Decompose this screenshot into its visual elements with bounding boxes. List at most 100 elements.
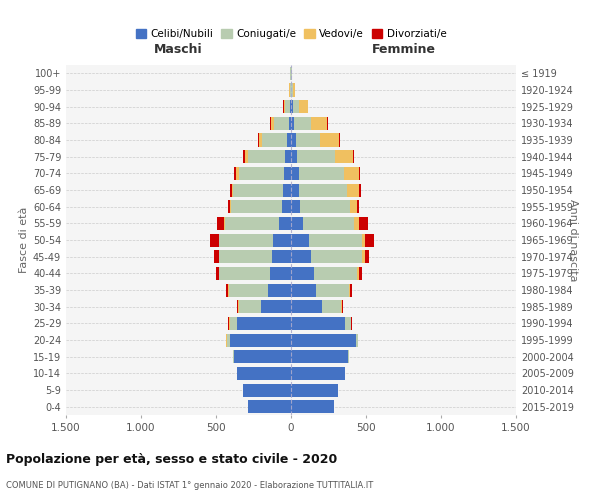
- Bar: [279, 217, 291, 230]
- Bar: [237, 317, 291, 330]
- Bar: [359, 184, 361, 196]
- Bar: [271, 117, 274, 130]
- Bar: [243, 150, 245, 163]
- Bar: [339, 134, 340, 146]
- Bar: [291, 300, 322, 313]
- Bar: [227, 334, 229, 346]
- Bar: [229, 334, 291, 346]
- Bar: [262, 134, 287, 146]
- Bar: [273, 234, 291, 246]
- Bar: [284, 100, 285, 113]
- Text: Popolazione per età, sesso e stato civile - 2020: Popolazione per età, sesso e stato civil…: [6, 452, 337, 466]
- Bar: [294, 117, 311, 130]
- Bar: [291, 167, 299, 180]
- Bar: [226, 284, 229, 296]
- Bar: [227, 200, 230, 213]
- Bar: [257, 134, 259, 146]
- Text: COMUNE DI PUTIGNANO (BA) - Dati ISTAT 1° gennaio 2020 - Elaborazione TUTTITALIA.: COMUNE DI PUTIGNANO (BA) - Dati ISTAT 1°…: [6, 481, 373, 490]
- Bar: [232, 184, 233, 196]
- Bar: [299, 167, 343, 180]
- Bar: [320, 134, 339, 146]
- Bar: [291, 234, 309, 246]
- Bar: [349, 200, 357, 213]
- Bar: [225, 217, 279, 230]
- Bar: [357, 267, 359, 280]
- Bar: [291, 250, 311, 263]
- Bar: [357, 200, 359, 213]
- Bar: [291, 284, 316, 296]
- Bar: [291, 384, 337, 396]
- Bar: [216, 267, 218, 280]
- Bar: [234, 350, 291, 363]
- Bar: [291, 217, 303, 230]
- Bar: [245, 150, 248, 163]
- Bar: [230, 200, 231, 213]
- Bar: [314, 267, 357, 280]
- Bar: [322, 300, 341, 313]
- Bar: [316, 284, 349, 296]
- Bar: [239, 167, 284, 180]
- Bar: [237, 367, 291, 380]
- Text: Maschi: Maschi: [154, 44, 203, 57]
- Bar: [365, 234, 374, 246]
- Bar: [291, 334, 355, 346]
- Bar: [359, 167, 360, 180]
- Bar: [291, 184, 299, 196]
- Bar: [236, 300, 238, 313]
- Bar: [274, 117, 289, 130]
- Bar: [291, 200, 300, 213]
- Bar: [289, 117, 291, 130]
- Y-axis label: Anni di nascita: Anni di nascita: [568, 198, 578, 281]
- Bar: [236, 167, 239, 180]
- Bar: [291, 117, 294, 130]
- Bar: [261, 300, 291, 313]
- Y-axis label: Fasce di età: Fasce di età: [19, 207, 29, 273]
- Bar: [243, 384, 291, 396]
- Bar: [229, 184, 232, 196]
- Bar: [345, 317, 351, 330]
- Legend: Celibi/Nubili, Coniugati/e, Vedovi/e, Divorziati/e: Celibi/Nubili, Coniugati/e, Vedovi/e, Di…: [131, 24, 451, 43]
- Bar: [219, 250, 271, 263]
- Bar: [287, 134, 291, 146]
- Bar: [217, 217, 224, 230]
- Bar: [347, 184, 359, 196]
- Bar: [290, 100, 291, 113]
- Bar: [291, 100, 293, 113]
- Bar: [299, 100, 308, 113]
- Bar: [291, 150, 297, 163]
- Bar: [354, 217, 359, 230]
- Bar: [259, 134, 262, 146]
- Bar: [291, 134, 296, 146]
- Bar: [235, 167, 236, 180]
- Bar: [211, 234, 218, 246]
- Bar: [270, 117, 271, 130]
- Bar: [291, 317, 345, 330]
- Bar: [291, 267, 314, 280]
- Bar: [270, 267, 291, 280]
- Bar: [362, 250, 365, 263]
- Bar: [353, 150, 354, 163]
- Bar: [355, 334, 358, 346]
- Bar: [361, 234, 365, 246]
- Bar: [248, 400, 291, 413]
- Bar: [284, 167, 291, 180]
- Bar: [271, 250, 291, 263]
- Bar: [348, 350, 349, 363]
- Bar: [342, 300, 343, 313]
- Bar: [233, 184, 283, 196]
- Bar: [285, 150, 291, 163]
- Bar: [248, 150, 285, 163]
- Bar: [268, 284, 291, 296]
- Bar: [359, 267, 361, 280]
- Bar: [359, 217, 368, 230]
- Bar: [214, 250, 218, 263]
- Bar: [299, 184, 347, 196]
- Bar: [231, 200, 282, 213]
- Bar: [335, 150, 353, 163]
- Bar: [343, 167, 359, 180]
- Bar: [292, 84, 293, 96]
- Bar: [365, 250, 369, 263]
- Bar: [311, 117, 327, 130]
- Bar: [297, 150, 335, 163]
- Bar: [285, 100, 290, 113]
